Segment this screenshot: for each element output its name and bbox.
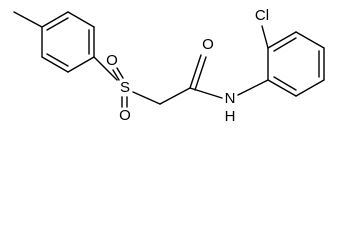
atom-label: O [106, 52, 118, 69]
atom-label: O [202, 36, 214, 53]
bond [159, 87, 191, 105]
bond [46, 53, 69, 67]
bond [112, 69, 120, 81]
bond [261, 25, 269, 49]
bond [41, 56, 69, 73]
bond [237, 79, 269, 96]
bond [189, 87, 223, 99]
atom-label: H [225, 108, 236, 125]
bond [116, 67, 124, 79]
atom-label: Cl [255, 7, 269, 24]
bond [132, 91, 161, 105]
atom-label: S [120, 79, 130, 96]
bond [267, 79, 297, 97]
bond [273, 37, 297, 52]
page: Cl O S O O N H (() => { const data = JSO… [13, 6, 325, 125]
bond [46, 17, 69, 31]
bond [41, 11, 69, 28]
bond [13, 11, 43, 28]
bond [295, 31, 325, 49]
atom-label: O [119, 107, 131, 124]
bond [267, 31, 297, 49]
bond [273, 76, 297, 91]
bond [93, 56, 118, 81]
bond [194, 56, 207, 91]
bond [67, 11, 95, 28]
atom-label: N [225, 90, 236, 107]
bond [189, 54, 202, 89]
bond [295, 79, 325, 97]
bond [67, 56, 95, 73]
structure: Cl O S O O N H [13, 7, 325, 125]
bonds [13, 11, 325, 108]
